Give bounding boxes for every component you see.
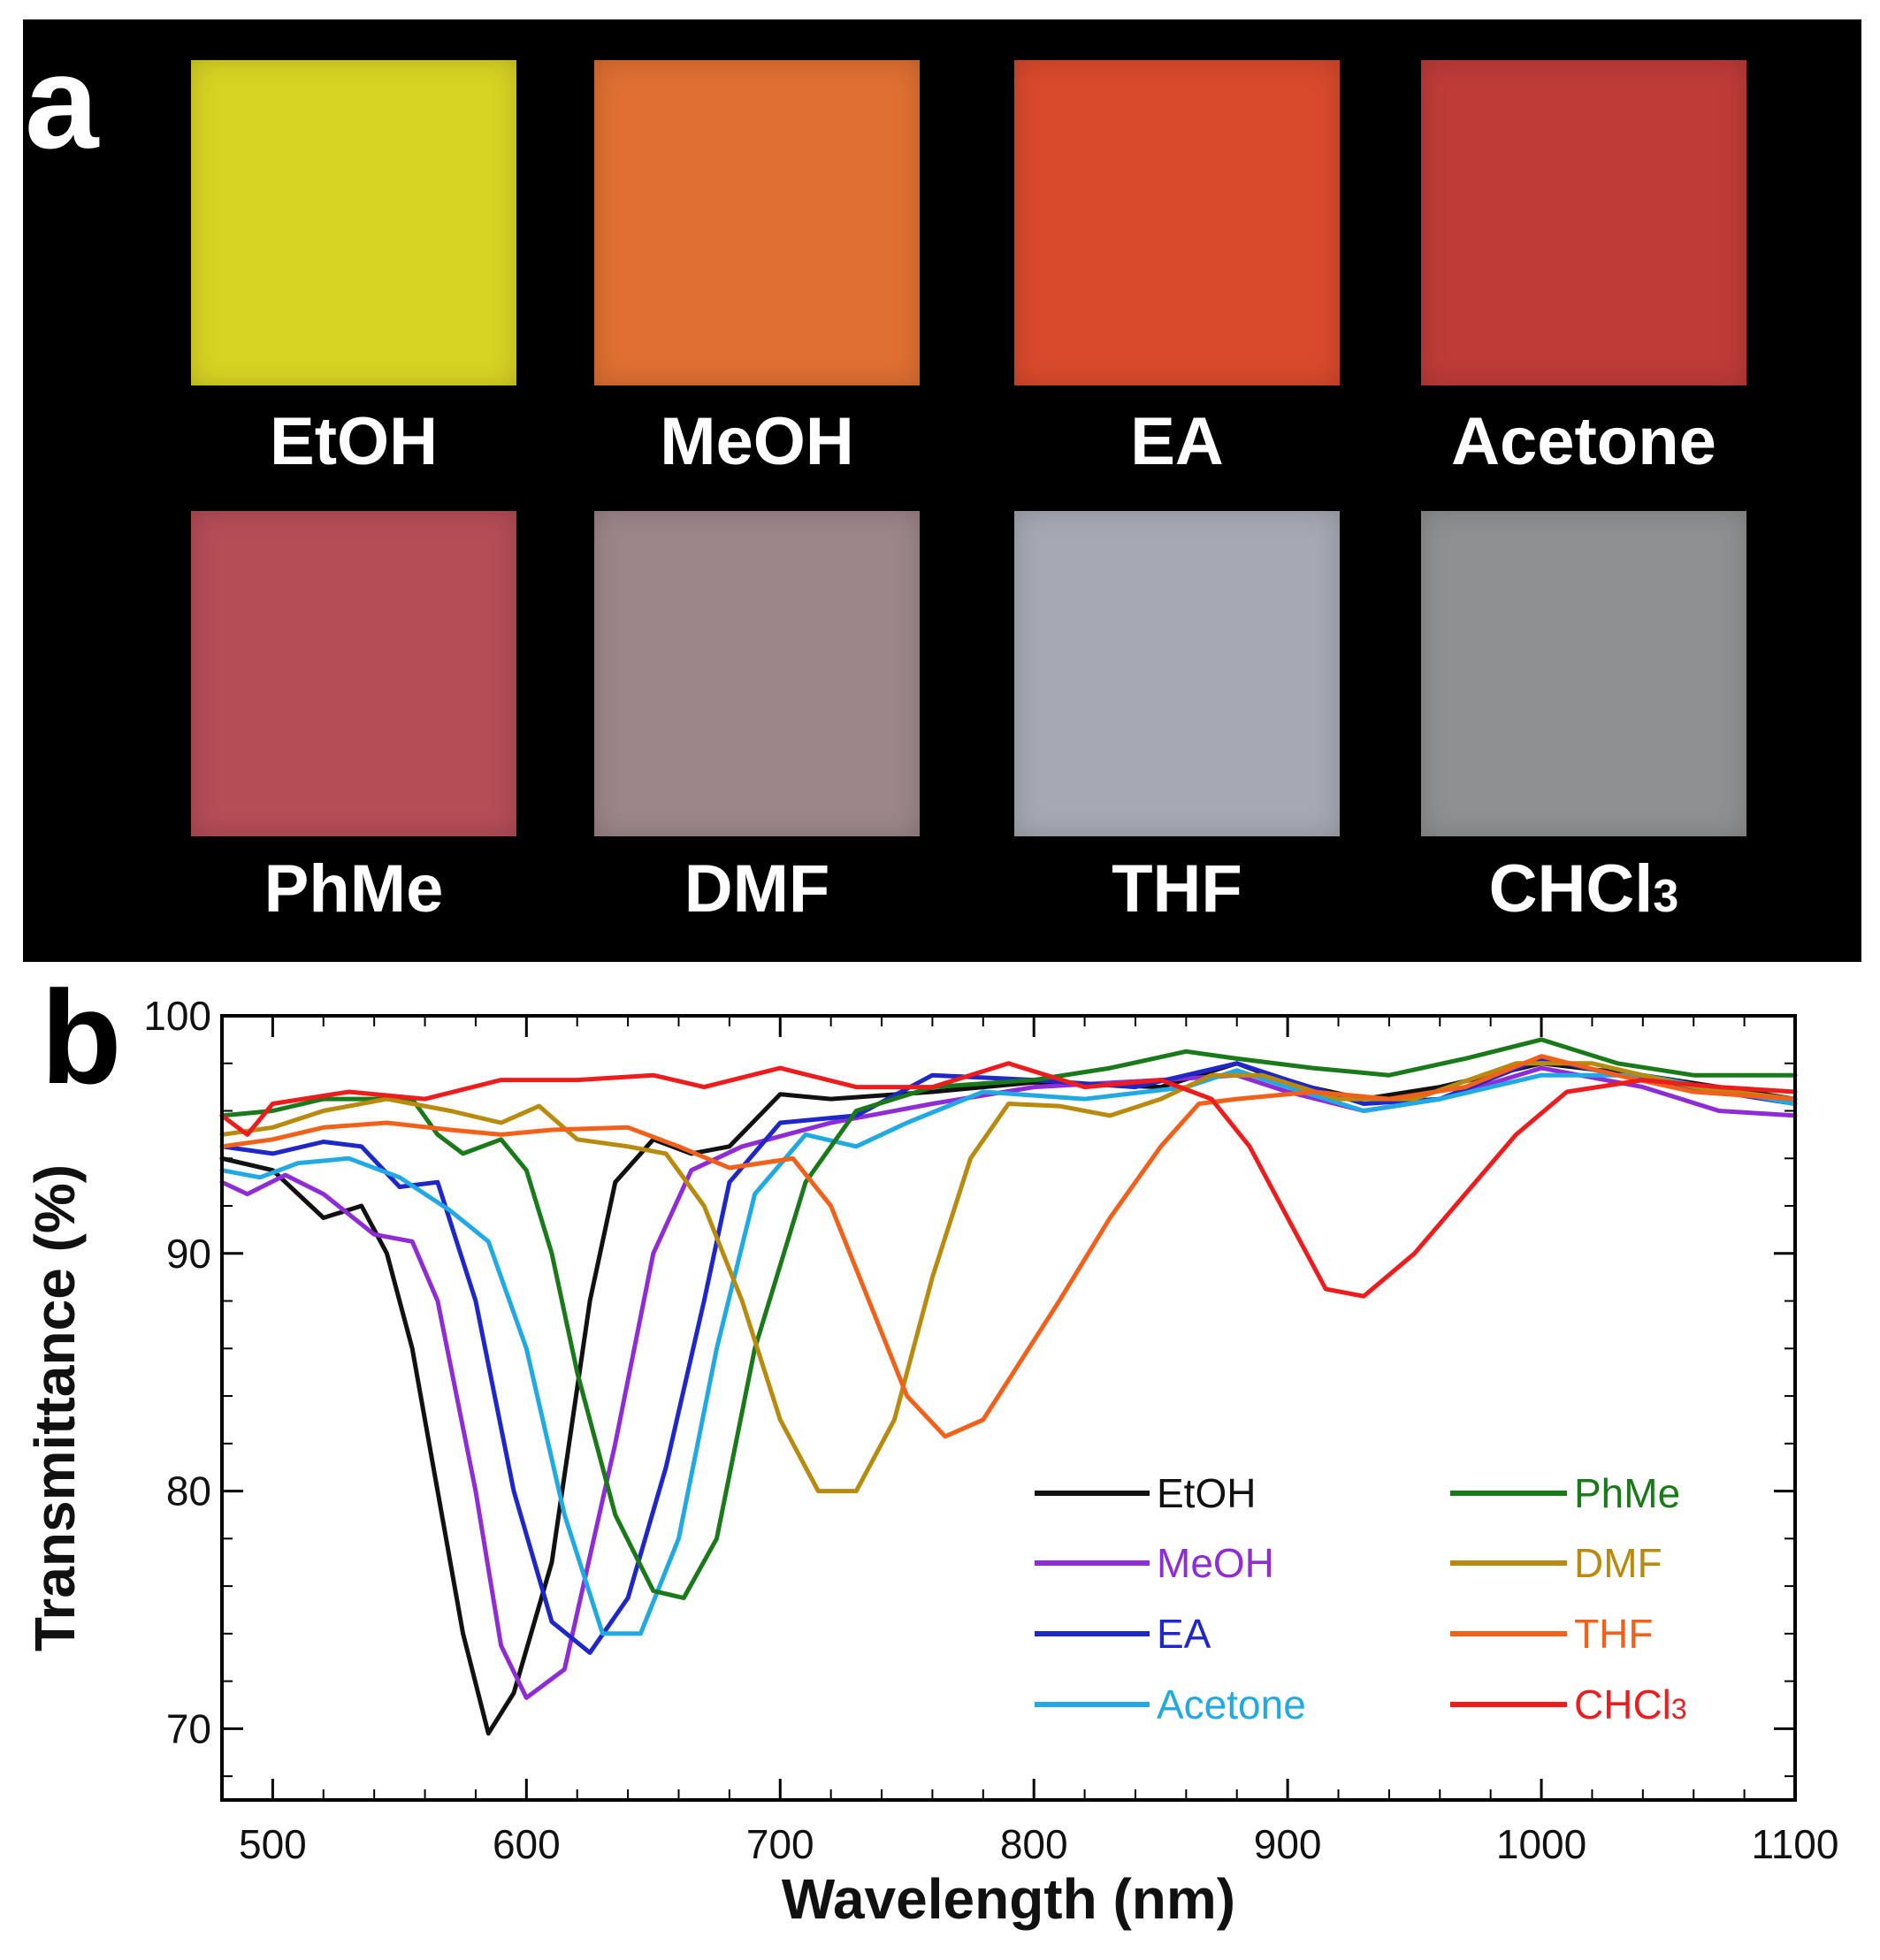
y-tick-label: 90 xyxy=(166,1231,211,1277)
x-tick-label: 1100 xyxy=(1752,1821,1839,1867)
swatch-label-chcl3: CHCl3 xyxy=(1398,856,1769,923)
x-axis-label: Wavelength (nm) xyxy=(782,1867,1235,1931)
swatch-label-acetone: Acetone xyxy=(1451,404,1716,479)
series-line-dmf xyxy=(219,1061,1798,1494)
swatch-label-chcl3-sub: 3 xyxy=(1653,871,1679,922)
legend-label-subscript: 3 xyxy=(1671,1693,1687,1725)
swatch-label-thf: THF xyxy=(1112,851,1242,927)
swatch-label-meoh: MeOH xyxy=(660,404,854,479)
x-tick-label: 800 xyxy=(1000,1821,1068,1867)
legend-label-dmf: DMF xyxy=(1574,1540,1662,1586)
y-axis-label: Transmittance (%) xyxy=(23,1164,87,1651)
x-tick-label: 500 xyxy=(239,1821,307,1867)
swatch-dmf xyxy=(594,511,920,836)
legend-label-ea: EA xyxy=(1157,1611,1211,1657)
swatch-label-ea: EA xyxy=(1130,404,1224,479)
y-tick-label: 80 xyxy=(166,1468,211,1514)
swatch-label-etoh: EtOH xyxy=(270,404,438,479)
series-line-chcl3 xyxy=(219,1061,1798,1299)
plot-frame xyxy=(220,1014,1797,1802)
swatch-phme xyxy=(191,511,516,836)
panel-letter-b: b xyxy=(41,963,122,1111)
swatch-label-chcl3-base: CHCl xyxy=(1488,851,1654,927)
y-tick-label: 70 xyxy=(166,1705,211,1751)
legend-label-phme: PhMe xyxy=(1574,1470,1680,1516)
x-tick-label: 700 xyxy=(746,1821,814,1867)
panel-letter-a: a xyxy=(25,27,99,176)
y-tick-label: 100 xyxy=(143,993,211,1039)
x-tick-label: 1000 xyxy=(1496,1821,1586,1867)
swatch-chcl3 xyxy=(1421,511,1746,836)
swatch-label-dmf: DMF xyxy=(684,851,830,927)
series-line-thf xyxy=(219,1054,1798,1439)
swatch-etoh xyxy=(191,60,516,385)
swatch-acetone xyxy=(1421,60,1746,385)
legend-label-thf: THF xyxy=(1574,1611,1653,1657)
swatch-thf xyxy=(1014,511,1340,836)
series-line-acetone xyxy=(219,1068,1798,1636)
x-tick-label: 900 xyxy=(1254,1821,1322,1867)
legend-label-chcl3: CHCl3 xyxy=(1574,1682,1687,1727)
legend-label-acetone: Acetone xyxy=(1157,1682,1306,1727)
swatch-label-phme: PhMe xyxy=(264,851,444,927)
legend-label-meoh: MeOH xyxy=(1157,1540,1274,1586)
legend-label-etoh: EtOH xyxy=(1157,1470,1256,1516)
swatch-ea xyxy=(1014,60,1340,385)
swatch-meoh xyxy=(594,60,920,385)
series-line-phme xyxy=(219,1037,1798,1600)
x-tick-label: 600 xyxy=(493,1821,561,1867)
